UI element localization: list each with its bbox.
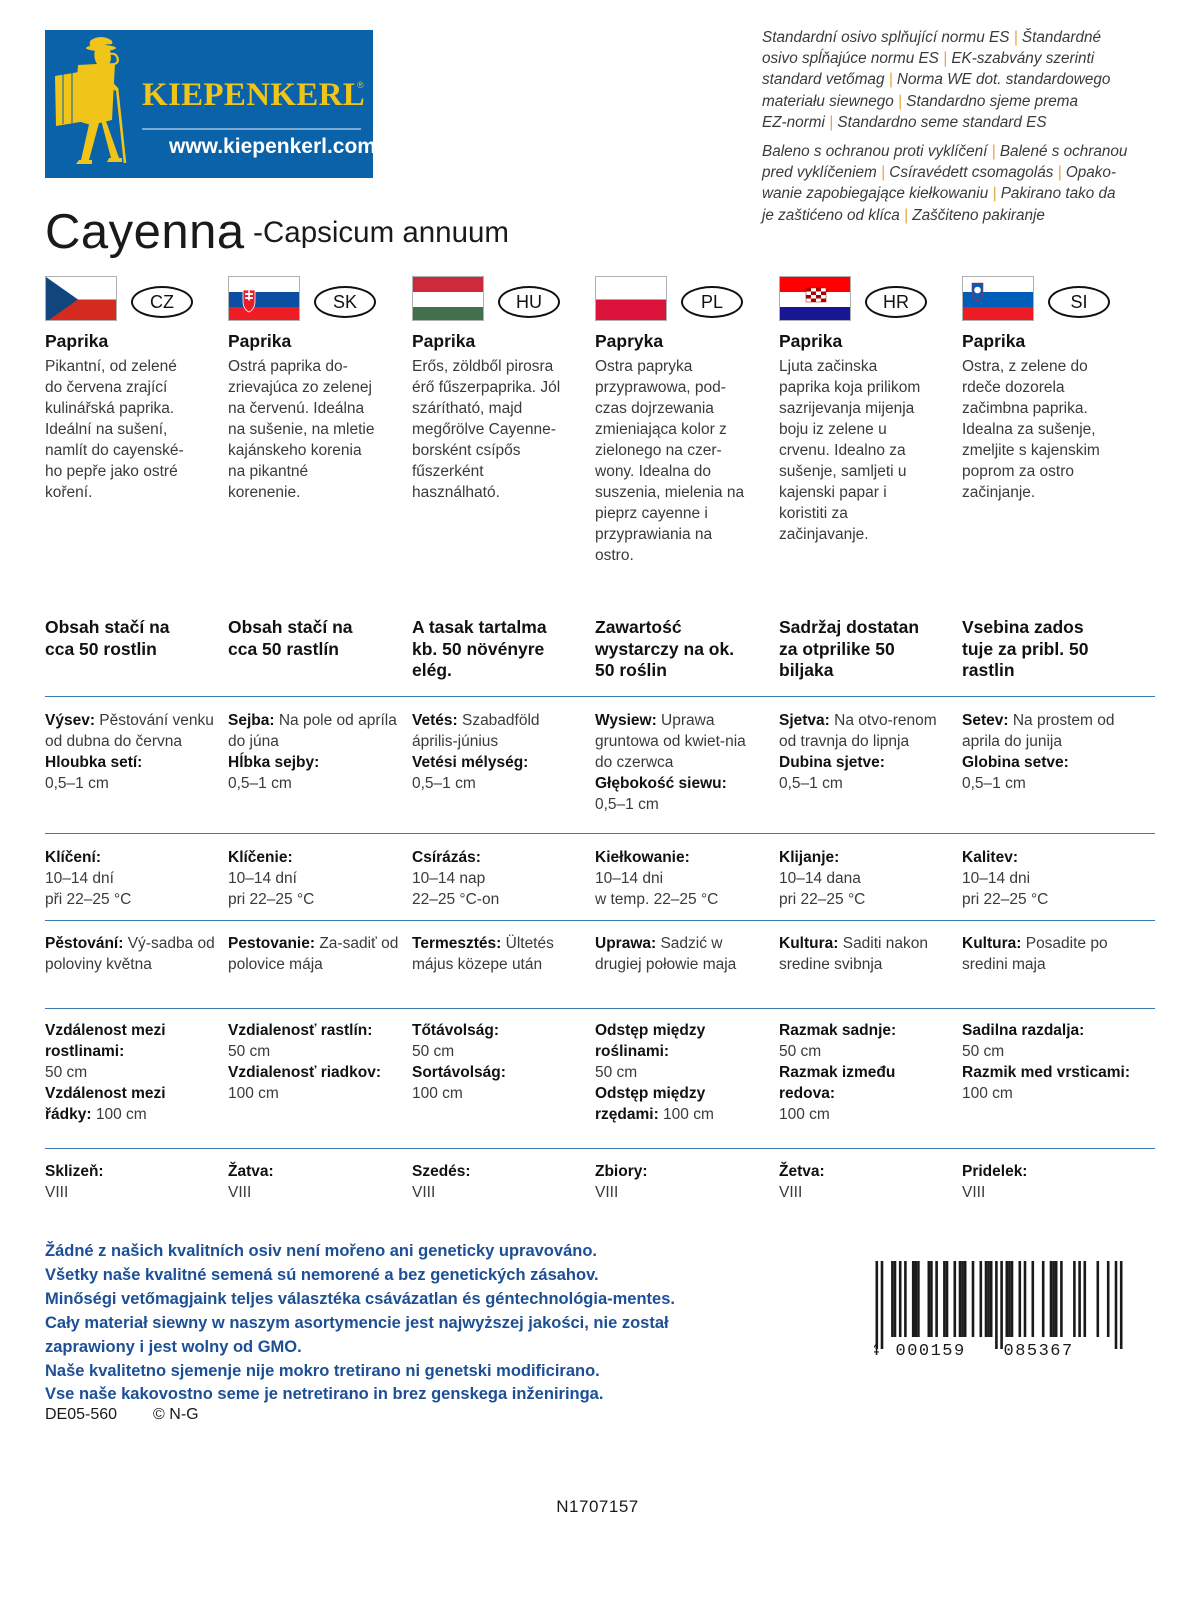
svg-text:000159: 000159 (896, 1342, 966, 1357)
svg-text:www.kiepenkerl.com: www.kiepenkerl.com (168, 135, 373, 158)
svg-text:085367: 085367 (1004, 1342, 1074, 1357)
svg-text:®: ® (357, 80, 364, 90)
svg-text:4: 4 (874, 1342, 880, 1357)
svg-text:KIEPENKERL: KIEPENKERL (142, 77, 365, 113)
